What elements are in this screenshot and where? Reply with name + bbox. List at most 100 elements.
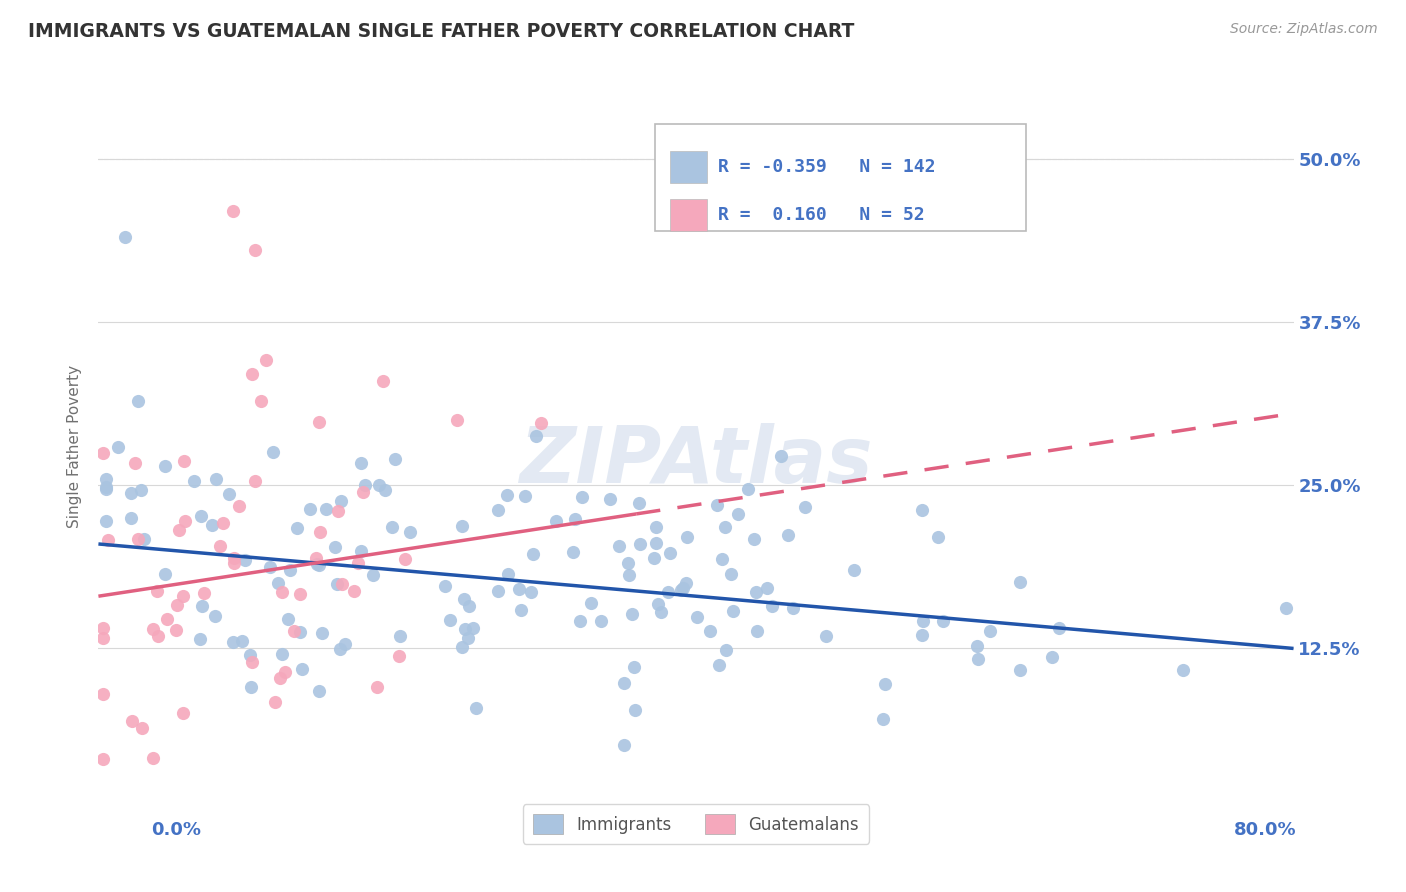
Point	[264, 695, 287, 709]
Point	[508, 582, 530, 597]
Point	[91, 687, 114, 701]
Point	[218, 487, 240, 501]
Point	[266, 576, 288, 591]
Point	[643, 550, 665, 565]
Point	[509, 602, 531, 616]
Point	[193, 585, 215, 599]
Point	[240, 655, 263, 669]
Point	[228, 499, 250, 513]
Point	[496, 488, 519, 502]
Point	[94, 482, 117, 496]
Text: R = -0.359   N = 142: R = -0.359 N = 142	[718, 158, 935, 176]
Text: R =  0.160   N = 52: R = 0.160 N = 52	[718, 206, 925, 224]
Point	[166, 598, 188, 612]
Point	[262, 445, 284, 459]
Point	[353, 477, 375, 491]
Point	[94, 514, 117, 528]
Point	[328, 503, 350, 517]
Point	[872, 712, 894, 726]
Point	[97, 533, 120, 547]
Point	[240, 680, 263, 694]
Point	[173, 453, 195, 467]
Point	[911, 503, 934, 517]
Point	[709, 657, 731, 672]
Point	[174, 515, 197, 529]
Point	[239, 648, 262, 663]
Point	[167, 523, 190, 537]
Point	[231, 634, 253, 648]
Point	[291, 663, 314, 677]
Point	[546, 514, 568, 528]
Point	[496, 566, 519, 581]
Point	[330, 577, 353, 591]
Point	[932, 615, 955, 629]
Point	[686, 609, 709, 624]
Point	[156, 612, 179, 626]
Point	[254, 353, 277, 368]
Point	[131, 721, 153, 735]
Point	[457, 632, 479, 646]
Point	[486, 503, 509, 517]
Point	[165, 623, 187, 637]
Point	[333, 636, 356, 650]
Point	[127, 393, 149, 408]
Point	[349, 456, 371, 470]
Point	[927, 530, 949, 544]
Point	[524, 428, 547, 442]
Point	[190, 599, 212, 613]
Point	[352, 485, 374, 500]
Point	[571, 490, 593, 504]
FancyBboxPatch shape	[655, 124, 1026, 231]
Point	[627, 496, 650, 510]
Point	[530, 417, 553, 431]
Point	[305, 551, 328, 566]
Bar	[671, 199, 707, 231]
Point	[568, 614, 591, 628]
Point	[966, 639, 988, 653]
Point	[911, 615, 934, 629]
Point	[245, 243, 267, 257]
Point	[699, 624, 721, 639]
Point	[129, 483, 152, 497]
Text: Source: ZipAtlas.com: Source: ZipAtlas.com	[1230, 22, 1378, 37]
Point	[188, 632, 211, 646]
Point	[222, 635, 245, 649]
Point	[155, 567, 177, 582]
Point	[211, 516, 233, 530]
Point	[520, 585, 543, 599]
Point	[755, 581, 778, 595]
Point	[326, 577, 349, 591]
Point	[433, 579, 456, 593]
Point	[308, 684, 330, 698]
Point	[720, 566, 742, 581]
Point	[623, 659, 645, 673]
Point	[672, 581, 695, 595]
Point	[776, 528, 799, 542]
Text: 80.0%: 80.0%	[1234, 821, 1296, 838]
Point	[288, 624, 311, 639]
Point	[451, 640, 474, 655]
Point	[453, 591, 475, 606]
Point	[94, 480, 117, 494]
Point	[142, 750, 165, 764]
Point	[394, 552, 416, 566]
Point	[283, 624, 305, 639]
Point	[761, 599, 783, 613]
Point	[124, 456, 146, 470]
Point	[454, 622, 477, 636]
Point	[1047, 622, 1070, 636]
Point	[190, 509, 212, 524]
Point	[91, 446, 114, 460]
Point	[488, 583, 510, 598]
Point	[153, 458, 176, 473]
Point	[172, 706, 194, 720]
Point	[342, 584, 364, 599]
Point	[979, 624, 1001, 639]
Legend: Immigrants, Guatemalans: Immigrants, Guatemalans	[523, 805, 869, 844]
Point	[737, 482, 759, 496]
Point	[675, 530, 697, 544]
Point	[91, 752, 114, 766]
Point	[657, 585, 679, 599]
Point	[659, 546, 682, 560]
Point	[714, 520, 737, 534]
